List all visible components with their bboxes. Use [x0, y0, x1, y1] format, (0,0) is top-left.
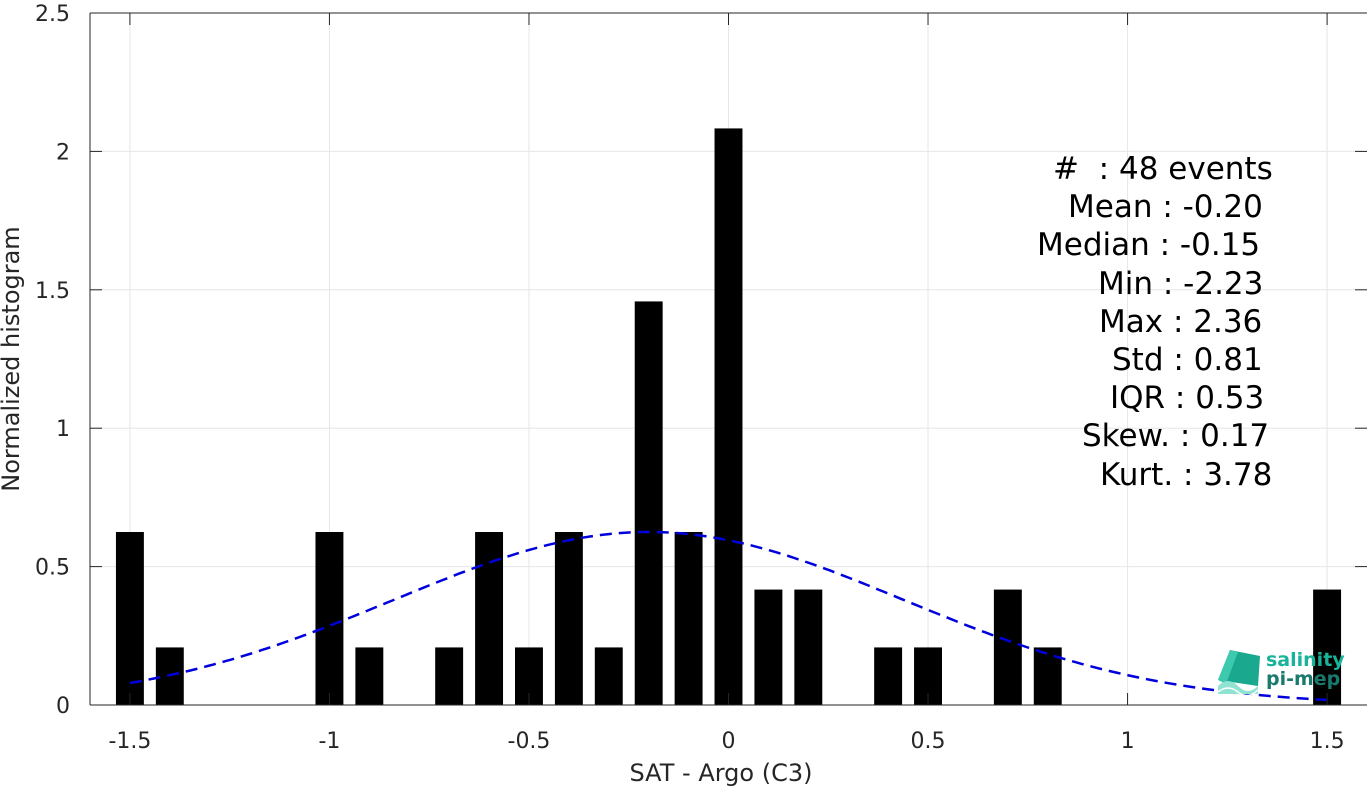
stat-std: Std : 0.81: [1112, 342, 1263, 379]
x-axis-label: SAT - Argo (C3): [630, 759, 813, 787]
x-tick-label: -0.5: [508, 729, 551, 754]
stat-events: # : 48 events: [1053, 151, 1273, 187]
stat-min: Min : -2.23: [1098, 265, 1264, 302]
histogram-bar: [355, 647, 384, 705]
x-tick-label: 0: [722, 729, 736, 754]
logo-text-salinity: salinity: [1266, 649, 1345, 671]
x-tick-label: -1: [318, 729, 340, 754]
x-tick-label: 1: [1121, 729, 1135, 754]
histogram-bar: [794, 589, 823, 705]
x-tick-label: -1.5: [108, 729, 151, 754]
histogram-bar: [674, 532, 703, 705]
histogram-bar: [714, 128, 743, 705]
histogram-bar: [475, 532, 504, 705]
histogram-bar: [115, 532, 144, 705]
histogram-bar: [634, 301, 663, 705]
stat-kurt: Kurt. : 3.78: [1100, 456, 1273, 493]
normal-fit-curve: [129, 530, 1328, 702]
histogram-bar: [594, 647, 623, 705]
histogram-bar: [993, 589, 1022, 705]
y-axis-label: Normalized histogram: [0, 226, 25, 491]
stat-skew: Skew. : 0.17: [1082, 418, 1270, 455]
x-tick-label: 0.5: [911, 729, 946, 754]
histogram-bars: [115, 128, 1342, 705]
histogram-bar: [754, 589, 783, 705]
stat-max: Max : 2.36: [1099, 303, 1263, 340]
stat-median: Median : -0.15: [1037, 227, 1261, 264]
y-axis-ticks: 0 0.5 1 1.5 2 2.5: [35, 2, 1367, 719]
histogram-bar: [874, 647, 903, 705]
stat-mean: Mean : -0.20: [1068, 189, 1263, 226]
histogram-bar: [315, 532, 344, 705]
x-axis-ticks: -1.5 -1 -0.5 0 0.5 1 1.5: [108, 13, 1345, 754]
y-tick-label: 2.5: [35, 2, 70, 27]
y-tick-label: 1.5: [35, 279, 70, 304]
stat-iqr: IQR : 0.53: [1110, 380, 1265, 417]
histogram-bar: [1313, 589, 1342, 705]
y-tick-label: 1: [56, 417, 70, 442]
x-tick-label: 1.5: [1310, 729, 1345, 754]
y-tick-label: 0: [56, 694, 70, 719]
y-tick-label: 2: [56, 140, 70, 165]
statistics-box: # : 48 events Mean : -0.20 Median : -0.1…: [940, 150, 1280, 494]
logo-text-pimep: pi-mep: [1266, 668, 1341, 690]
salinity-pimep-logo: salinity pi-mep: [1216, 646, 1356, 697]
y-tick-label: 0.5: [35, 556, 70, 581]
histogram-bar: [435, 647, 464, 705]
histogram-bar: [554, 532, 583, 705]
wave-logo-icon: [1217, 650, 1260, 697]
